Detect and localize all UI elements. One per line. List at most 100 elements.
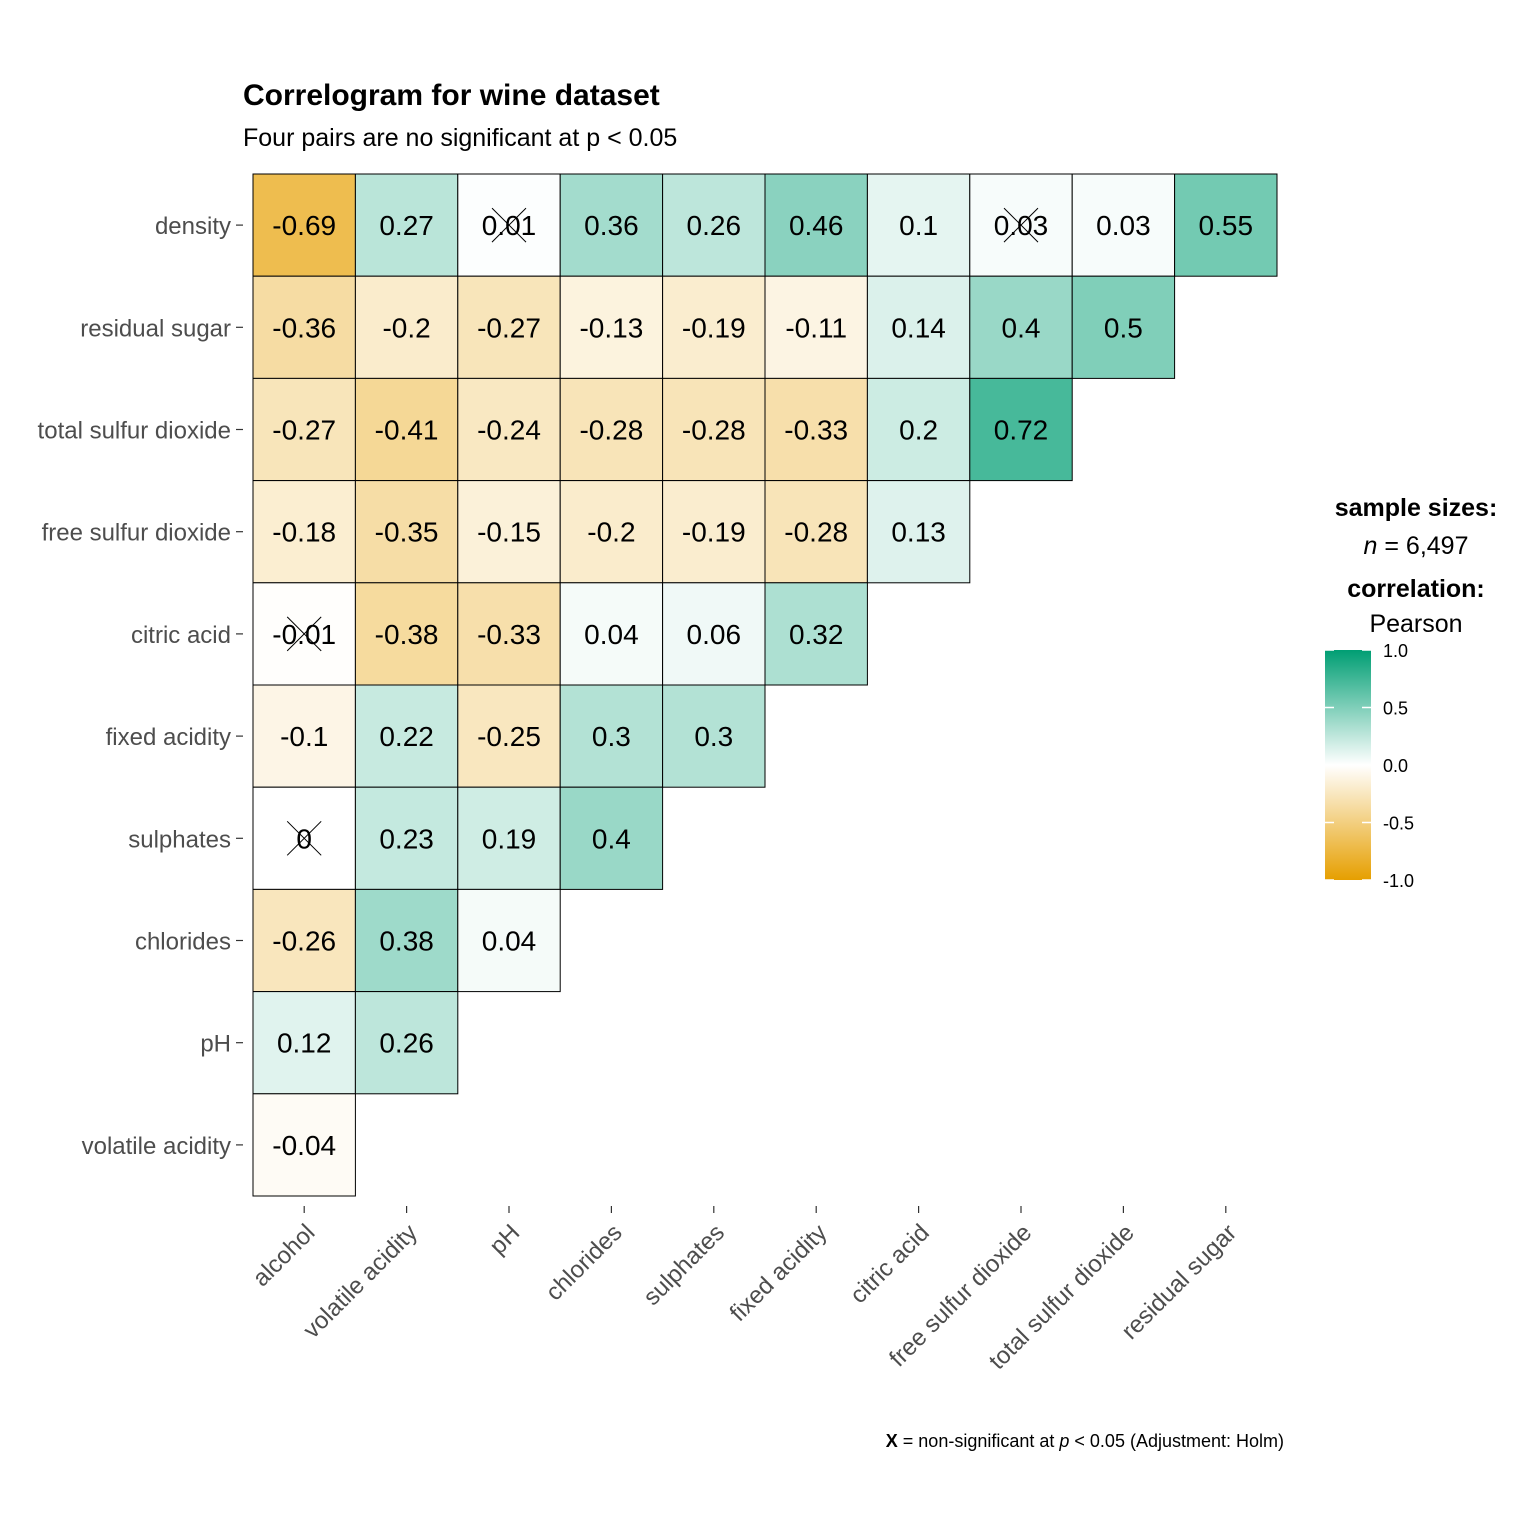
cell-value-label: -0.1	[280, 721, 328, 752]
cell-value-label: 0.04	[584, 619, 639, 650]
heatmap-cell	[252, 480, 356, 584]
cell-value-label: 0.36	[584, 210, 639, 241]
cell-value-label: 0.4	[1002, 312, 1041, 343]
cell-value-label: -0.36	[272, 312, 336, 343]
caption-text-after: < 0.05 (Adjustment: Holm)	[1069, 1431, 1284, 1451]
x-tick-label: alcohol	[248, 1219, 321, 1292]
heatmap-cell	[1071, 173, 1176, 277]
heatmap-cell	[354, 377, 459, 482]
cell-value-label: -0.41	[375, 415, 439, 446]
cell-value-label: -0.19	[682, 517, 746, 548]
heatmap-cell	[252, 275, 356, 379]
heatmap-cell	[1174, 173, 1278, 277]
chart-title: Correlogram for wine dataset	[243, 79, 660, 112]
heatmap-cell	[559, 275, 664, 379]
color-scale-ticks: 1.0 0.5 0.0 -0.5 -1.0	[1325, 641, 1414, 891]
y-axis: density residual sugar total sulfur dioxid…	[38, 213, 243, 1160]
cell-value-label: 0.46	[789, 210, 844, 241]
cell-value-label: -0.04	[272, 1130, 336, 1161]
caption-p-symbol: p	[1058, 1431, 1069, 1451]
heatmap-cell	[354, 888, 459, 993]
cell-value-label: -0.28	[784, 517, 848, 548]
cell-value-label: -0.28	[682, 415, 746, 446]
cell-value-label: -0.35	[375, 517, 439, 548]
heatmap-cell	[354, 480, 459, 584]
cell-value-label: -0.25	[477, 721, 541, 752]
y-tick-label: density	[155, 213, 231, 240]
legend-tick-label: 0.0	[1383, 756, 1408, 776]
y-tick-label: sulphates	[128, 826, 231, 853]
cell-value-label: -0.38	[375, 619, 439, 650]
cell-value-label: -0.2	[587, 517, 635, 548]
heatmap-cell	[764, 173, 868, 277]
cell-value-label: 0.14	[891, 312, 946, 343]
heatmap-cell	[662, 684, 766, 788]
heatmap-cell	[559, 786, 664, 890]
heatmap-cell	[252, 173, 356, 277]
legend-tick-label: -1.0	[1383, 871, 1414, 891]
heatmap-cell	[354, 684, 459, 788]
x-tick-label: pH	[484, 1219, 525, 1260]
heatmap-cell	[1071, 275, 1176, 379]
heatmap-cell	[252, 991, 356, 1095]
y-tick-label: free sulfur dioxide	[42, 520, 231, 547]
y-tick-label: fixed acidity	[106, 724, 231, 751]
cell-value-label: 0.06	[687, 619, 742, 650]
cell-value-label: 0.32	[789, 619, 844, 650]
caption: X = non-significant at p < 0.05 (Adjustm…	[886, 1431, 1284, 1451]
heatmap-cell	[354, 275, 459, 379]
heatmap-cell	[764, 582, 868, 686]
heatmap-cell	[252, 1093, 356, 1197]
x-tick-label: sulphates	[638, 1219, 730, 1311]
cell-value-label: -0.13	[579, 312, 643, 343]
y-tick-label: chlorides	[135, 929, 231, 956]
heatmap-cell	[969, 275, 1073, 379]
heatmap-cell	[662, 173, 766, 277]
heatmap-cell	[354, 991, 459, 1095]
heatmap-cell	[662, 582, 766, 686]
sample-sizes-heading: sample sizes:	[1335, 494, 1498, 522]
heatmap-cell	[457, 582, 561, 686]
x-tick-label: citric acid	[845, 1219, 935, 1309]
heatmap-cell	[354, 173, 459, 277]
caption-marker: X	[886, 1431, 898, 1451]
cell-value-label: 0.72	[994, 415, 1049, 446]
y-tick-label: volatile acidity	[82, 1133, 231, 1160]
heatmap-cell	[354, 786, 459, 890]
cell-value-label: 0.5	[1104, 312, 1143, 343]
heatmap-cell	[866, 377, 971, 482]
cell-value-label: 0.3	[694, 721, 733, 752]
heatmap-cell	[252, 377, 356, 482]
legend-tick-label: 1.0	[1383, 641, 1408, 661]
correlation-method: Pearson	[1369, 610, 1462, 638]
non-significant-cross	[491, 207, 527, 243]
y-tick-label: citric acid	[131, 622, 231, 649]
heatmap-cell	[457, 480, 561, 584]
cell-value-label: 0.2	[899, 415, 938, 446]
heatmap-cell	[559, 173, 664, 277]
heatmap-cells: -0.690.270.010.360.260.460.10.030.030.55…	[252, 173, 1278, 1197]
heatmap-cell	[764, 480, 868, 584]
cell-value-label: 0.23	[379, 823, 434, 854]
cell-value-label: 0.1	[899, 210, 938, 241]
cell-value-label: 0.55	[1199, 210, 1254, 241]
non-significant-cross	[1003, 207, 1039, 243]
heatmap-cell	[764, 275, 868, 379]
heatmap-cell	[457, 275, 561, 379]
cell-value-label: 0.26	[687, 210, 742, 241]
cell-value-label: 0.38	[379, 926, 434, 957]
cell-value-label: -0.26	[272, 926, 336, 957]
cell-value-label: 0.13	[891, 517, 946, 548]
cell-value-label: -0.19	[682, 312, 746, 343]
cell-value-label: 0.03	[1096, 210, 1151, 241]
non-significant-cross	[286, 820, 322, 856]
caption-text-before: = non-significant at	[898, 1431, 1060, 1451]
heatmap-cell	[662, 377, 766, 482]
heatmap-cell	[866, 173, 971, 277]
cell-value-label: -0.15	[477, 517, 541, 548]
y-tick-label: total sulfur dioxide	[38, 418, 231, 445]
y-tick-label: pH	[200, 1031, 231, 1058]
legend-tick-label: 0.5	[1383, 699, 1408, 719]
